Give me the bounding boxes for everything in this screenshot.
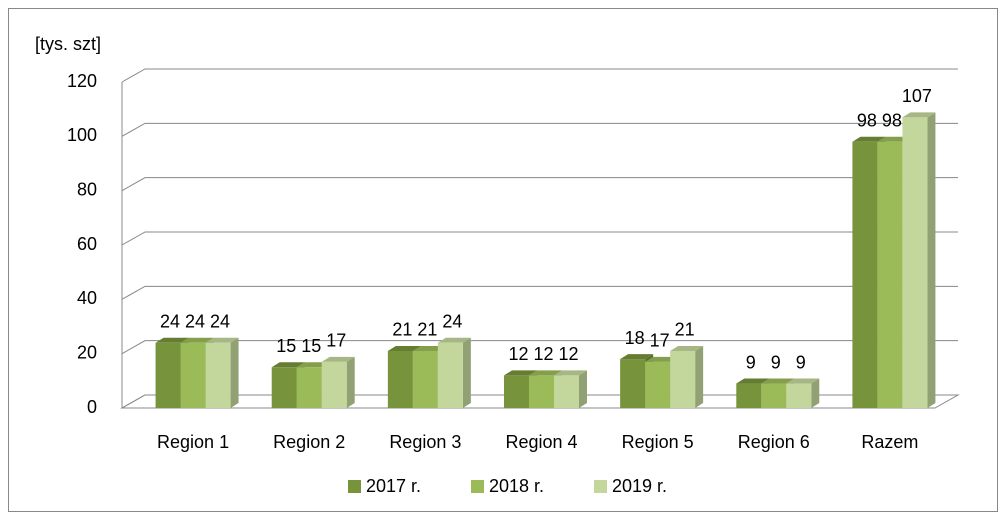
data-label: 9 xyxy=(771,352,781,372)
bar xyxy=(155,342,181,408)
y-tick-label: 20 xyxy=(77,342,97,362)
y-tick-label: 120 xyxy=(67,71,97,91)
x-tick-label: Region 4 xyxy=(505,432,577,452)
grid-line xyxy=(121,68,958,83)
bar-top xyxy=(670,345,704,351)
grid-line xyxy=(121,177,958,192)
grid-line xyxy=(121,340,958,355)
bar-top xyxy=(645,356,679,362)
data-label: 12 xyxy=(558,344,578,364)
legend-swatch xyxy=(594,480,607,493)
data-label: 21 xyxy=(675,320,695,340)
y-axis-label: [tys. szt] xyxy=(35,34,101,54)
data-label: 21 xyxy=(417,320,437,340)
data-label: 12 xyxy=(533,344,553,364)
data-label: 24 xyxy=(210,312,230,332)
bar-top xyxy=(296,362,330,368)
bar-top xyxy=(387,345,421,351)
bar-side xyxy=(579,370,587,408)
data-label: 15 xyxy=(276,336,296,356)
bar xyxy=(296,367,322,408)
x-tick-label: Razem xyxy=(861,432,918,452)
bar-top xyxy=(877,136,911,142)
y-tick-label: 100 xyxy=(67,125,97,145)
bar-top xyxy=(736,378,770,384)
y-tick-label: 60 xyxy=(77,234,97,254)
bar xyxy=(504,375,529,408)
grid-line xyxy=(121,231,958,246)
bar-top xyxy=(412,345,446,351)
data-label: 18 xyxy=(625,328,645,348)
bar-top xyxy=(205,337,239,343)
legend-swatch xyxy=(471,480,484,493)
data-label: 98 xyxy=(882,111,902,131)
bar xyxy=(437,342,463,408)
data-label: 17 xyxy=(326,331,346,351)
data-label: 24 xyxy=(160,312,180,332)
bar-top xyxy=(155,337,189,343)
bar xyxy=(554,375,579,408)
x-tick-label: Region 6 xyxy=(738,432,810,452)
bar-side xyxy=(811,378,820,408)
legend-label: 2018 r. xyxy=(489,476,544,496)
bar xyxy=(902,117,928,409)
bar-side xyxy=(695,345,704,408)
bar xyxy=(645,361,671,408)
bar xyxy=(387,350,413,408)
bar xyxy=(529,375,554,408)
bar xyxy=(205,342,231,408)
bar-top xyxy=(321,356,355,362)
bar-top xyxy=(271,362,305,368)
data-label: 15 xyxy=(301,336,321,356)
legend-label: 2019 r. xyxy=(612,476,667,496)
bar xyxy=(321,361,347,408)
bar xyxy=(877,141,903,408)
grid-line xyxy=(121,285,958,300)
data-label: 98 xyxy=(857,111,877,131)
x-tick-label: Region 5 xyxy=(622,432,694,452)
y-tick-label: 0 xyxy=(87,397,97,417)
data-label: 12 xyxy=(508,344,528,364)
bar-side xyxy=(462,337,471,408)
bar xyxy=(180,342,206,408)
data-label: 107 xyxy=(902,86,932,106)
bar-top xyxy=(902,112,936,118)
data-label: 9 xyxy=(796,352,806,372)
bar-top xyxy=(786,378,820,384)
data-label: 24 xyxy=(185,312,205,332)
bar-top xyxy=(761,378,795,384)
bar-side xyxy=(927,112,936,409)
data-label: 24 xyxy=(442,312,462,332)
y-tick-label: 80 xyxy=(77,179,97,199)
bar-top xyxy=(504,370,537,376)
bar xyxy=(412,350,438,408)
bar-top xyxy=(852,136,886,142)
data-label: 21 xyxy=(392,320,412,340)
data-label: 17 xyxy=(650,331,670,351)
chart-border xyxy=(8,8,998,512)
legend-label: 2017 r. xyxy=(366,476,421,496)
x-tick-label: Region 2 xyxy=(273,432,345,452)
y-tick-label: 40 xyxy=(77,288,97,308)
bar-top xyxy=(437,337,471,343)
bar xyxy=(786,383,812,408)
bar xyxy=(620,359,646,408)
bar xyxy=(852,141,878,408)
bar-top xyxy=(620,354,654,360)
bar-top xyxy=(554,370,587,376)
bar-top xyxy=(180,337,214,343)
bar xyxy=(761,383,787,408)
x-tick-label: Region 3 xyxy=(389,432,461,452)
grid-line xyxy=(121,122,958,137)
bar-side xyxy=(346,356,355,408)
bar-side xyxy=(230,337,239,408)
x-tick-label: Region 1 xyxy=(157,432,229,452)
bar xyxy=(670,350,696,408)
bar-top xyxy=(529,370,562,376)
data-label: 9 xyxy=(746,352,756,372)
bar xyxy=(736,383,762,408)
legend-swatch xyxy=(348,480,361,493)
bar xyxy=(271,367,297,408)
